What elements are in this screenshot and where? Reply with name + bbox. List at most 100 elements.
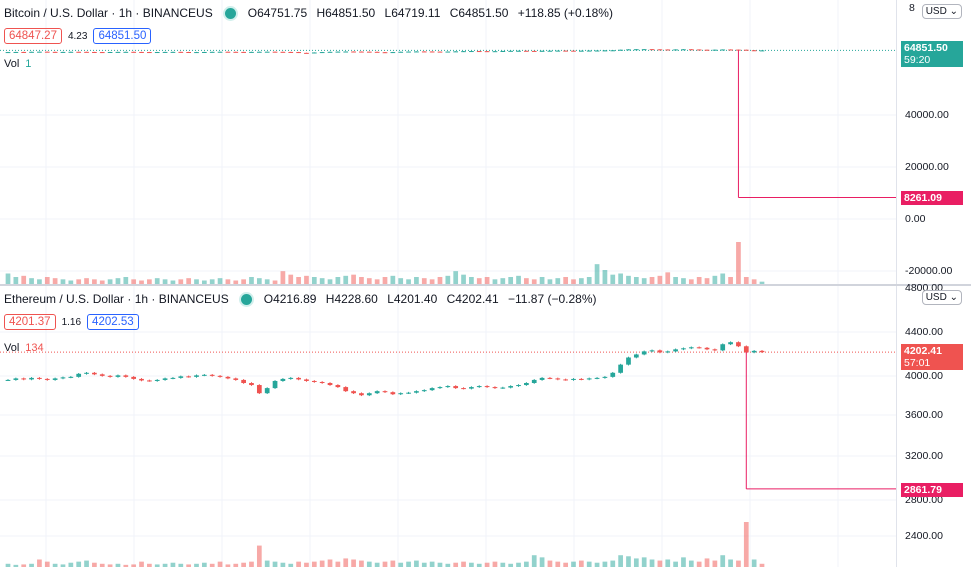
eth-sell-button[interactable]: 4201.37 bbox=[4, 314, 56, 330]
btc-candle-body bbox=[673, 49, 678, 51]
btc-volume-bar bbox=[704, 278, 710, 284]
eth-volume-bar bbox=[343, 558, 349, 567]
btc-volume-bar bbox=[162, 279, 168, 284]
btc-plot-area[interactable]: Bitcoin / U.S. Dollar · 1h · BINANCEUS O… bbox=[0, 0, 896, 284]
eth-candle-body bbox=[586, 378, 592, 380]
btc-candle-body bbox=[500, 50, 506, 52]
btc-volume-bar bbox=[241, 279, 246, 284]
btc-candle-body bbox=[139, 51, 144, 53]
btc-volume-bar bbox=[469, 277, 474, 284]
eth-candle-body bbox=[759, 350, 765, 353]
eth-buy-button[interactable]: 4202.53 bbox=[87, 314, 139, 330]
btc-sell-button[interactable]: 64847.27 bbox=[4, 28, 62, 44]
btc-candle-body bbox=[123, 51, 129, 53]
btc-candle-body bbox=[335, 51, 341, 53]
btc-chart-pane[interactable]: Bitcoin / U.S. Dollar · 1h · BINANCEUS O… bbox=[0, 0, 971, 286]
eth-volume-bar bbox=[194, 563, 199, 567]
eth-volume-bar bbox=[398, 562, 404, 567]
btc-volume-bar bbox=[547, 279, 553, 284]
eth-candle-body bbox=[154, 379, 160, 381]
btc-candle-body bbox=[327, 51, 333, 53]
eth-candle-body bbox=[445, 386, 451, 388]
btc-price-axis[interactable]: 8 USD ⌄ 64851.50 59:20 40000.00 20000.00… bbox=[896, 0, 971, 284]
eth-candle-body bbox=[147, 380, 152, 382]
eth-candle-body bbox=[366, 393, 372, 396]
eth-candle-body bbox=[13, 378, 19, 380]
btc-candle-body bbox=[578, 50, 584, 52]
eth-volume-bar bbox=[76, 561, 82, 567]
btc-candle-body bbox=[29, 51, 34, 53]
eth-candle-body bbox=[688, 347, 694, 349]
eth-volume-bar bbox=[508, 563, 514, 567]
eth-candle-body bbox=[602, 376, 608, 378]
eth-volume-bar bbox=[209, 563, 215, 567]
btc-candle-body bbox=[21, 51, 27, 53]
btc-candle-body bbox=[225, 51, 231, 53]
btc-volume-bar bbox=[508, 277, 514, 284]
eth-candle-body bbox=[209, 374, 215, 376]
eth-symbol-title[interactable]: Ethereum / U.S. Dollar · 1h · BINANCEUS bbox=[4, 292, 229, 306]
btc-candle-body bbox=[626, 49, 631, 51]
eth-close: C4202.41 bbox=[446, 292, 499, 306]
eth-volume-bar bbox=[304, 562, 309, 567]
btc-wick-low-tag: 8261.09 bbox=[901, 191, 963, 205]
eth-volume-bar bbox=[649, 559, 655, 567]
eth-countdown: 57:01 bbox=[904, 357, 931, 369]
btc-volume-bar bbox=[335, 277, 341, 284]
btc-volume-bar bbox=[681, 278, 686, 284]
eth-price-axis[interactable]: 4800.00 USD ⌄ 4400.00 4000.00 4202.41 57… bbox=[896, 282, 971, 567]
eth-candle-body bbox=[60, 377, 66, 379]
btc-volume-bar bbox=[60, 279, 66, 284]
eth-candle-body bbox=[484, 386, 490, 388]
eth-volume-bar bbox=[586, 561, 592, 567]
eth-candle-body bbox=[555, 378, 561, 380]
btc-candle-body bbox=[492, 51, 498, 53]
eth-volume-bar bbox=[626, 556, 631, 567]
btc-candle-body bbox=[414, 51, 419, 53]
eth-candle-body bbox=[44, 378, 50, 380]
btc-candle-body bbox=[594, 50, 600, 52]
eth-candle-body bbox=[107, 375, 113, 377]
eth-candle-body bbox=[673, 349, 678, 352]
btc-volume-bar bbox=[492, 279, 498, 284]
eth-volume-bar bbox=[555, 561, 561, 567]
btc-ohlc: O64751.75 H64851.50 L64719.11 C64851.50 … bbox=[248, 6, 619, 20]
btc-volume-bar bbox=[44, 277, 50, 284]
btc-symbol-title[interactable]: Bitcoin / U.S. Dollar · 1h · BINANCEUS bbox=[4, 6, 213, 20]
eth-candle-body bbox=[429, 388, 435, 391]
eth-candle-body bbox=[531, 379, 537, 383]
btc-volume-bar bbox=[759, 281, 765, 284]
eth-high: H4228.60 bbox=[325, 292, 378, 306]
eth-plot-area[interactable]: Ethereum / U.S. Dollar · 1h · BINANCEUS … bbox=[0, 286, 896, 567]
eth-candle-body bbox=[476, 386, 482, 388]
eth-volume-bar bbox=[563, 562, 569, 567]
btc-volume-bar bbox=[311, 277, 317, 284]
btc-currency-button[interactable]: USD ⌄ bbox=[921, 4, 962, 19]
eth-volume-bar bbox=[359, 560, 364, 567]
btc-volume-bar bbox=[618, 273, 623, 284]
btc-open: O64751.75 bbox=[247, 6, 308, 20]
btc-candle-body bbox=[406, 51, 411, 53]
eth-volume-bar bbox=[382, 561, 388, 567]
btc-volume-bar bbox=[524, 278, 529, 284]
eth-volume-bar bbox=[516, 562, 521, 567]
eth-volume-bar bbox=[571, 561, 576, 567]
eth-volume-bar bbox=[162, 563, 168, 567]
btc-buy-button[interactable]: 64851.50 bbox=[93, 28, 152, 44]
eth-volume-bar bbox=[429, 561, 435, 567]
btc-volume-bar bbox=[382, 277, 388, 284]
eth-candle-body bbox=[21, 378, 27, 380]
eth-volume-bar bbox=[641, 557, 647, 567]
btc-bid-ask: 64847.27 4.23 64851.50 bbox=[4, 28, 152, 44]
eth-candle-body bbox=[186, 376, 192, 378]
btc-volume-bar bbox=[421, 278, 427, 284]
btc-candle-body bbox=[186, 52, 192, 54]
eth-volume-legend: Vol 134 bbox=[4, 342, 44, 354]
btc-volume-bar bbox=[201, 280, 207, 284]
eth-volume-bar bbox=[374, 562, 380, 567]
btc-volume-bar bbox=[280, 271, 286, 284]
eth-currency-button[interactable]: USD ⌄ bbox=[921, 290, 962, 305]
btc-legend: Bitcoin / U.S. Dollar · 1h · BINANCEUS O… bbox=[4, 6, 619, 20]
eth-chart-pane[interactable]: Ethereum / U.S. Dollar · 1h · BINANCEUS … bbox=[0, 282, 971, 567]
eth-candle-body bbox=[398, 393, 404, 395]
